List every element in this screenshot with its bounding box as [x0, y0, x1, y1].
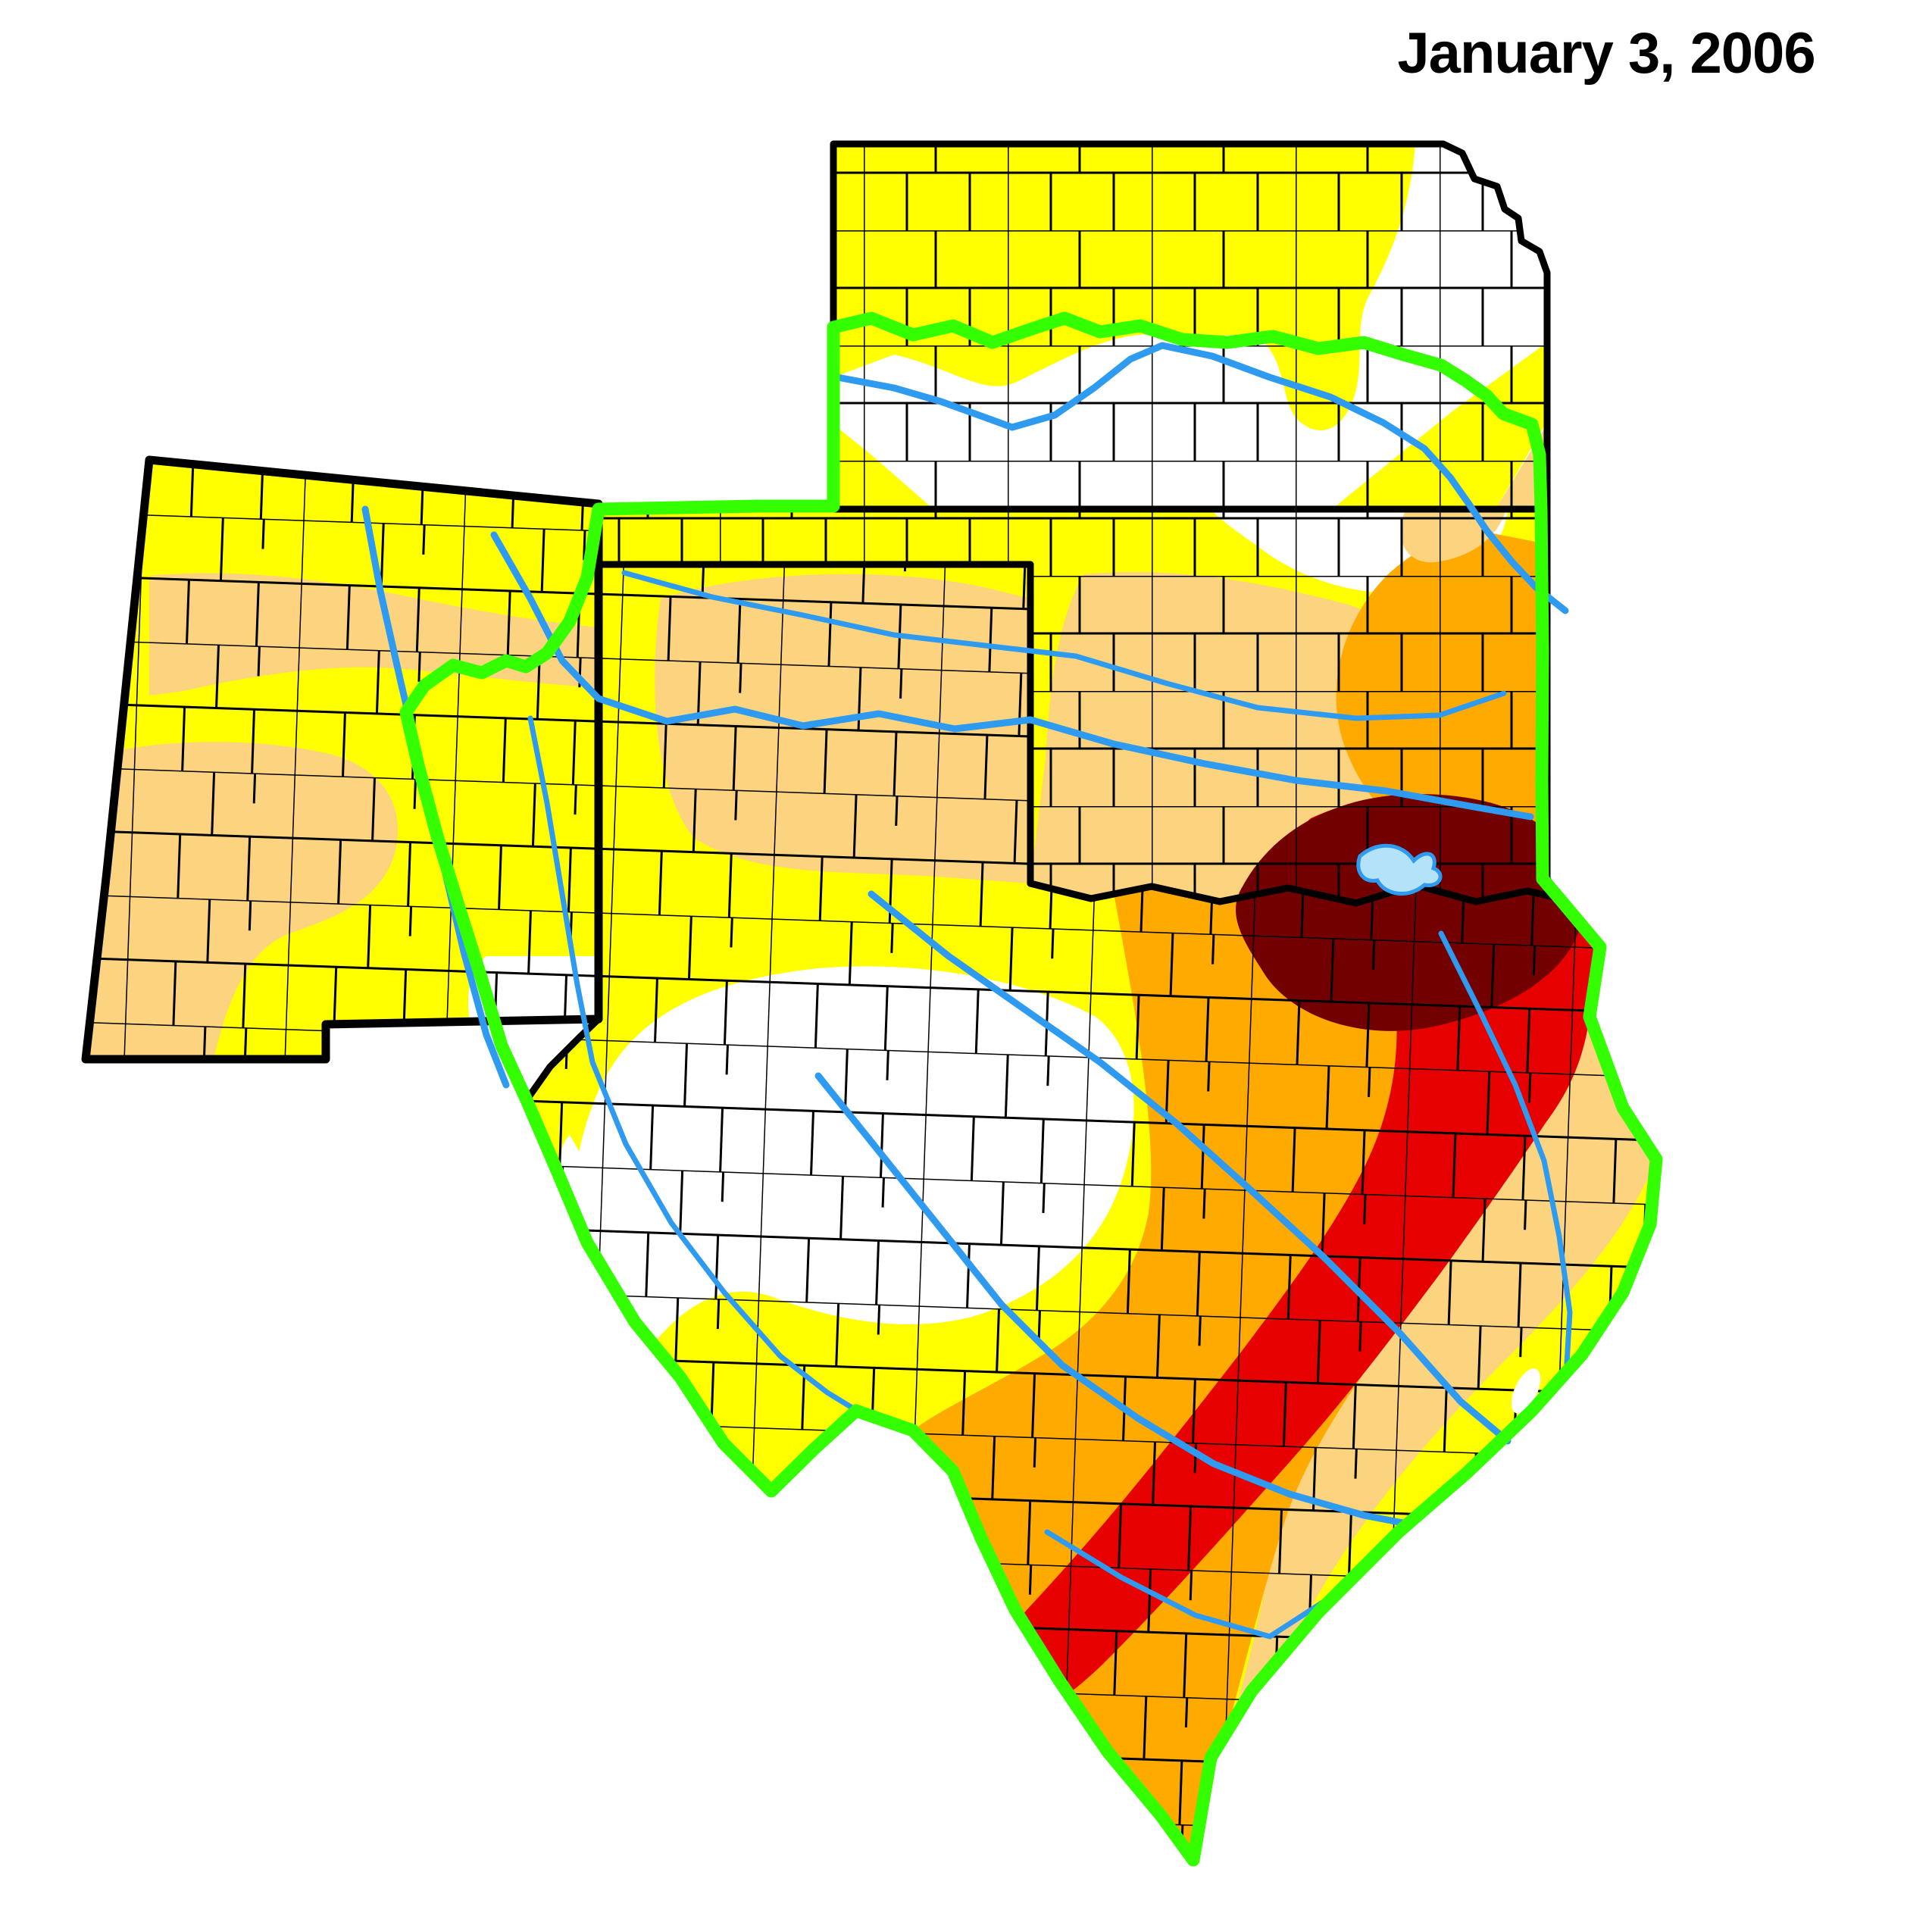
basin-outline	[399, 311, 1663, 1867]
lake-texoma	[1356, 843, 1443, 896]
state-oklahoma	[599, 509, 1561, 903]
cimarron-river	[621, 570, 1507, 721]
texas-county-lines	[527, 564, 1656, 1860]
new-mexico-border	[81, 455, 603, 1064]
arkansas-river	[830, 342, 1569, 614]
map-date-title: January 3, 2006	[1397, 21, 1815, 86]
pecos-river	[527, 715, 858, 1412]
rivers-layer	[361, 342, 1573, 1640]
oklahoma-county-lines	[599, 509, 1561, 903]
galveston-bay-inlet	[1511, 1368, 1541, 1414]
new-mexico-county-lines	[86, 460, 599, 1059]
canadian-river	[490, 531, 1534, 821]
trinity-river	[1438, 930, 1573, 1367]
state-new-mexico	[86, 460, 599, 1059]
colorado-river-texas	[814, 1072, 1415, 1528]
brazos-river	[868, 890, 1512, 1445]
nueces-river	[1044, 1529, 1346, 1640]
